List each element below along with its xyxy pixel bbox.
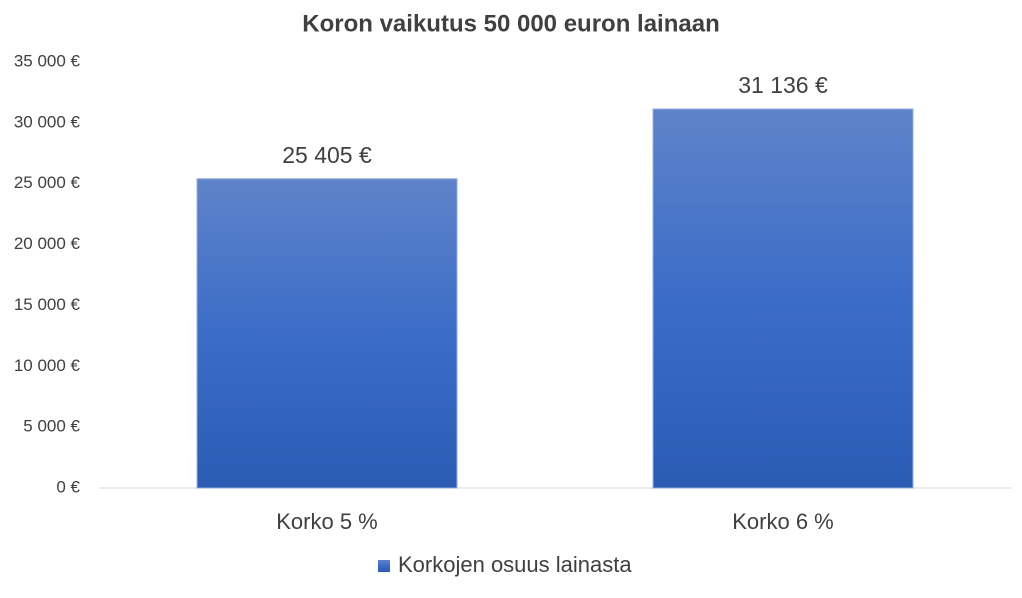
x-tick-label: Korko 6 % <box>732 509 834 534</box>
x-tick-label: Korko 5 % <box>276 509 378 534</box>
y-tick-label: 35 000 € <box>14 51 81 70</box>
chart-title: Koron vaikutus 50 000 euron lainaan <box>302 10 719 37</box>
y-tick-label: 10 000 € <box>14 356 81 375</box>
bar <box>196 178 458 489</box>
legend-swatch <box>378 560 390 572</box>
y-tick-label: 20 000 € <box>14 234 81 253</box>
y-tick-label: 5 000 € <box>23 417 80 436</box>
bar <box>652 108 914 489</box>
y-tick-label: 15 000 € <box>14 295 81 314</box>
y-tick-label: 25 000 € <box>14 173 81 192</box>
data-label: 31 136 € <box>738 72 828 98</box>
y-tick-label: 0 € <box>56 477 80 496</box>
y-tick-label: 30 000 € <box>14 112 81 131</box>
legend-label: Korkojen osuus lainasta <box>398 552 632 577</box>
data-label: 25 405 € <box>282 142 372 168</box>
